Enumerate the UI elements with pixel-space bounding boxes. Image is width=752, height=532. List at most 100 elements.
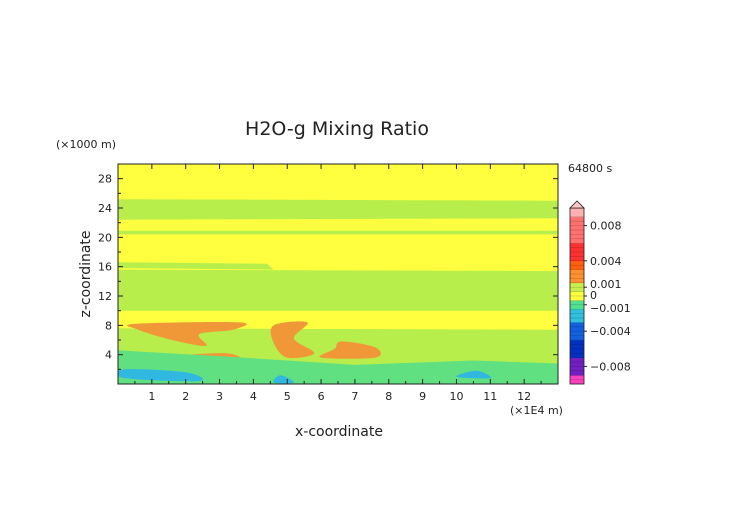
x-tick-label: 4 xyxy=(250,390,257,403)
contour-region-slightly-moist xyxy=(118,230,558,235)
colorbar-segment xyxy=(570,331,584,334)
x-tick-label: 11 xyxy=(483,390,497,403)
colorbar-segment xyxy=(570,348,584,352)
contour-region-very-moist xyxy=(126,322,247,347)
colorbar-segment xyxy=(570,333,584,336)
colorbar-segment xyxy=(570,212,584,215)
colorbar-segment xyxy=(570,249,584,253)
colorbar-segment xyxy=(570,296,584,299)
colorbar-segment xyxy=(570,373,584,376)
colorbar-segment xyxy=(570,324,584,328)
colorbar-label: 0.004 xyxy=(590,255,622,268)
x-tick-label: 6 xyxy=(318,390,325,403)
colorbar-label: −0.004 xyxy=(590,325,631,338)
colorbar-segment xyxy=(570,370,584,374)
colorbar-segment xyxy=(570,351,584,354)
colorbar-segment xyxy=(570,342,584,345)
colorbar-segment xyxy=(570,289,584,292)
colorbar-segment xyxy=(570,353,584,356)
colorbar-segment xyxy=(570,210,584,213)
colorbar-extend-arrow xyxy=(569,200,585,209)
colorbar-segment xyxy=(570,307,584,310)
x-tick-label: 5 xyxy=(284,390,291,403)
y-axis-ticks: 4 8 12 16 20 24 28 xyxy=(98,173,558,370)
colorbar-segment xyxy=(570,274,584,277)
colorbar-segment xyxy=(570,375,584,378)
x-tick-label: 3 xyxy=(216,390,223,403)
colorbar-segment xyxy=(570,329,584,332)
colorbar-segment xyxy=(570,364,584,367)
colorbar-segment xyxy=(570,300,584,303)
colorbar-label: 0.001 xyxy=(590,278,622,291)
colorbar-segment xyxy=(570,322,584,325)
colorbar-segment xyxy=(570,302,584,306)
y-tick-label: 16 xyxy=(98,261,112,274)
colorbar-segment xyxy=(570,247,584,251)
contour-region-dry xyxy=(273,375,295,384)
colorbar-segment xyxy=(570,267,584,270)
colorbar-segment xyxy=(570,256,584,259)
contour-region-slightly-moist xyxy=(118,269,558,311)
colorbar-segment xyxy=(570,276,584,279)
contour-region-slightly-moist xyxy=(118,262,274,270)
colorbar-segment xyxy=(570,326,584,330)
colorbar-segment xyxy=(570,340,584,343)
colorbar-segment xyxy=(570,269,584,273)
x-axis-unit: (×1E4 m) xyxy=(510,404,563,417)
colorbar-segment xyxy=(570,379,584,383)
colorbar-segment xyxy=(570,243,584,246)
contour-region-very-moist xyxy=(270,321,315,359)
colorbar-segment xyxy=(570,214,584,218)
colorbar-segment xyxy=(570,254,584,257)
colorbar-segment xyxy=(570,236,584,240)
colorbar-segment xyxy=(570,287,584,290)
colorbar-segment xyxy=(570,381,584,385)
x-tick-label: 2 xyxy=(182,390,189,403)
colorbar-segment xyxy=(570,285,584,288)
contour-region-very-moist xyxy=(319,341,381,359)
colorbar-segment xyxy=(570,238,584,242)
colorbar-segment xyxy=(570,304,584,308)
y-tick-label: 4 xyxy=(105,349,112,362)
colorbar-segment xyxy=(570,278,584,281)
contour-region-slightly-dry xyxy=(118,350,558,384)
colorbar-label: 0 xyxy=(590,289,597,302)
colorbar-segment xyxy=(570,309,584,312)
colorbar-segment xyxy=(570,377,584,380)
time-label: 64800 s xyxy=(568,162,612,175)
y-tick-label: 28 xyxy=(98,173,112,186)
x-tick-label: 8 xyxy=(385,390,392,403)
x-tick-label: 1 xyxy=(148,390,155,403)
colorbar-segment xyxy=(570,245,584,248)
colorbar-segment xyxy=(570,223,584,226)
contour-region-dry xyxy=(456,370,491,379)
chart-title: H2O-g Mixing Ratio xyxy=(245,118,429,140)
colorbar-segment xyxy=(570,232,584,235)
colorbar-segment xyxy=(570,335,584,339)
y-tick-label: 12 xyxy=(98,290,112,303)
colorbar-segment xyxy=(570,315,584,319)
x-tick-label: 12 xyxy=(517,390,531,403)
colorbar-segment xyxy=(570,241,584,244)
contour-regions xyxy=(118,199,558,384)
colorbar-segment xyxy=(570,234,584,237)
colorbar-segment xyxy=(570,337,584,341)
colorbar-segment xyxy=(570,320,584,323)
colorbar-segment xyxy=(570,346,584,350)
colorbar-segment xyxy=(570,260,584,264)
colorbar-segment xyxy=(570,265,584,268)
colorbar-segment xyxy=(570,311,584,314)
colorbar-segment xyxy=(570,291,584,295)
colorbar-label: −0.008 xyxy=(590,360,631,373)
colorbar-segment xyxy=(570,298,584,301)
colorbar-segment xyxy=(570,359,584,363)
colorbar-segment xyxy=(570,271,584,275)
contour-region-dry xyxy=(118,369,204,382)
x-tick-label: 9 xyxy=(419,390,426,403)
colorbar-segment xyxy=(570,355,584,358)
colorbar-segment xyxy=(570,219,584,222)
y-axis-unit: (×1000 m) xyxy=(56,138,116,151)
colorbar-segment xyxy=(570,258,584,262)
